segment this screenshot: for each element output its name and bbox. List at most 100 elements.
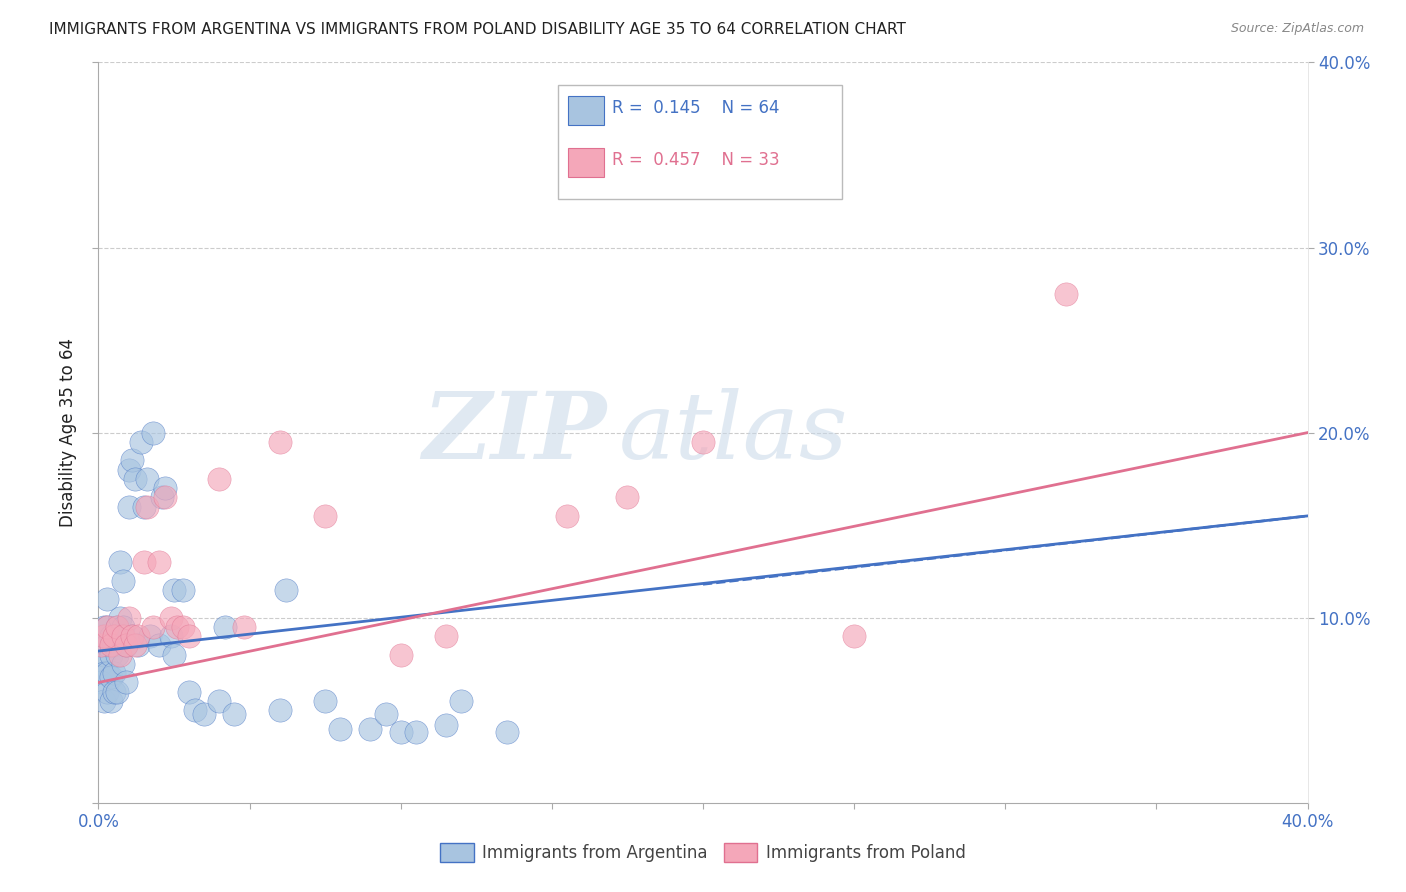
Point	[121, 629, 143, 643]
Point	[153, 481, 176, 495]
Point	[692, 434, 714, 449]
Point	[96, 666, 118, 681]
Point	[114, 639, 136, 653]
Point	[434, 718, 457, 732]
Point	[555, 508, 578, 523]
Point	[96, 592, 118, 607]
Point	[108, 610, 131, 624]
Point	[118, 610, 141, 624]
Point	[127, 629, 149, 643]
Point	[179, 629, 201, 643]
Point	[105, 685, 128, 699]
Point	[314, 508, 336, 523]
Point	[103, 685, 125, 699]
Bar	[568, 147, 603, 178]
Point	[93, 666, 115, 681]
Point	[232, 620, 254, 634]
Point	[450, 694, 472, 708]
Point	[132, 555, 155, 569]
Point	[150, 491, 173, 505]
Point	[135, 500, 157, 514]
Point	[142, 620, 165, 634]
Point	[269, 703, 291, 717]
Point	[103, 666, 125, 681]
Point	[184, 703, 207, 717]
Point	[100, 639, 122, 653]
Point	[114, 675, 136, 690]
Point	[135, 472, 157, 486]
Point	[111, 629, 134, 643]
FancyBboxPatch shape	[558, 85, 842, 200]
Point	[142, 425, 165, 440]
Point	[163, 582, 186, 597]
Point	[214, 620, 236, 634]
Point	[124, 639, 146, 653]
Point	[166, 620, 188, 634]
Point	[269, 434, 291, 449]
Point	[100, 629, 122, 643]
Point	[100, 670, 122, 684]
Point	[160, 629, 183, 643]
Point	[90, 675, 112, 690]
Point	[495, 725, 517, 739]
Point	[111, 657, 134, 671]
Point	[148, 555, 170, 569]
Point	[100, 648, 122, 662]
Point	[118, 462, 141, 476]
Point	[314, 694, 336, 708]
Point	[160, 610, 183, 624]
Point	[172, 582, 194, 597]
Point	[844, 629, 866, 643]
Point	[93, 620, 115, 634]
Point	[96, 639, 118, 653]
Point	[329, 722, 352, 736]
Point	[405, 725, 427, 739]
Point	[434, 629, 457, 643]
Point	[224, 706, 246, 721]
Text: Source: ZipAtlas.com: Source: ZipAtlas.com	[1230, 22, 1364, 36]
Point	[105, 648, 128, 662]
Point	[274, 582, 297, 597]
Point	[103, 629, 125, 643]
Point	[389, 725, 412, 739]
Point	[121, 629, 143, 643]
Point	[124, 472, 146, 486]
Point	[172, 620, 194, 634]
Point	[90, 657, 112, 671]
Point	[374, 706, 396, 721]
Point	[114, 639, 136, 653]
Point	[118, 500, 141, 514]
Point	[90, 629, 112, 643]
Text: R =  0.145    N = 64: R = 0.145 N = 64	[613, 99, 780, 118]
Point	[132, 500, 155, 514]
Point	[129, 434, 152, 449]
Point	[127, 639, 149, 653]
Point	[96, 620, 118, 634]
Point	[179, 685, 201, 699]
Text: atlas: atlas	[619, 388, 848, 477]
Point	[111, 574, 134, 588]
Point	[93, 694, 115, 708]
Point	[96, 620, 118, 634]
Point	[389, 648, 412, 662]
Point	[1054, 286, 1077, 301]
Point	[100, 694, 122, 708]
Point	[148, 639, 170, 653]
Point	[163, 648, 186, 662]
Point	[105, 620, 128, 634]
Text: IMMIGRANTS FROM ARGENTINA VS IMMIGRANTS FROM POLAND DISABILITY AGE 35 TO 64 CORR: IMMIGRANTS FROM ARGENTINA VS IMMIGRANTS …	[49, 22, 905, 37]
Point	[616, 491, 638, 505]
Y-axis label: Disability Age 35 to 64: Disability Age 35 to 64	[59, 338, 77, 527]
Legend: Immigrants from Argentina, Immigrants from Poland: Immigrants from Argentina, Immigrants fr…	[433, 836, 973, 869]
Point	[108, 648, 131, 662]
Point	[208, 472, 231, 486]
Point	[121, 453, 143, 467]
Point	[111, 620, 134, 634]
Point	[93, 648, 115, 662]
Point	[90, 639, 112, 653]
Point	[153, 491, 176, 505]
Point	[360, 722, 382, 736]
Point	[193, 706, 215, 721]
Text: ZIP: ZIP	[422, 388, 606, 477]
Point	[105, 620, 128, 634]
